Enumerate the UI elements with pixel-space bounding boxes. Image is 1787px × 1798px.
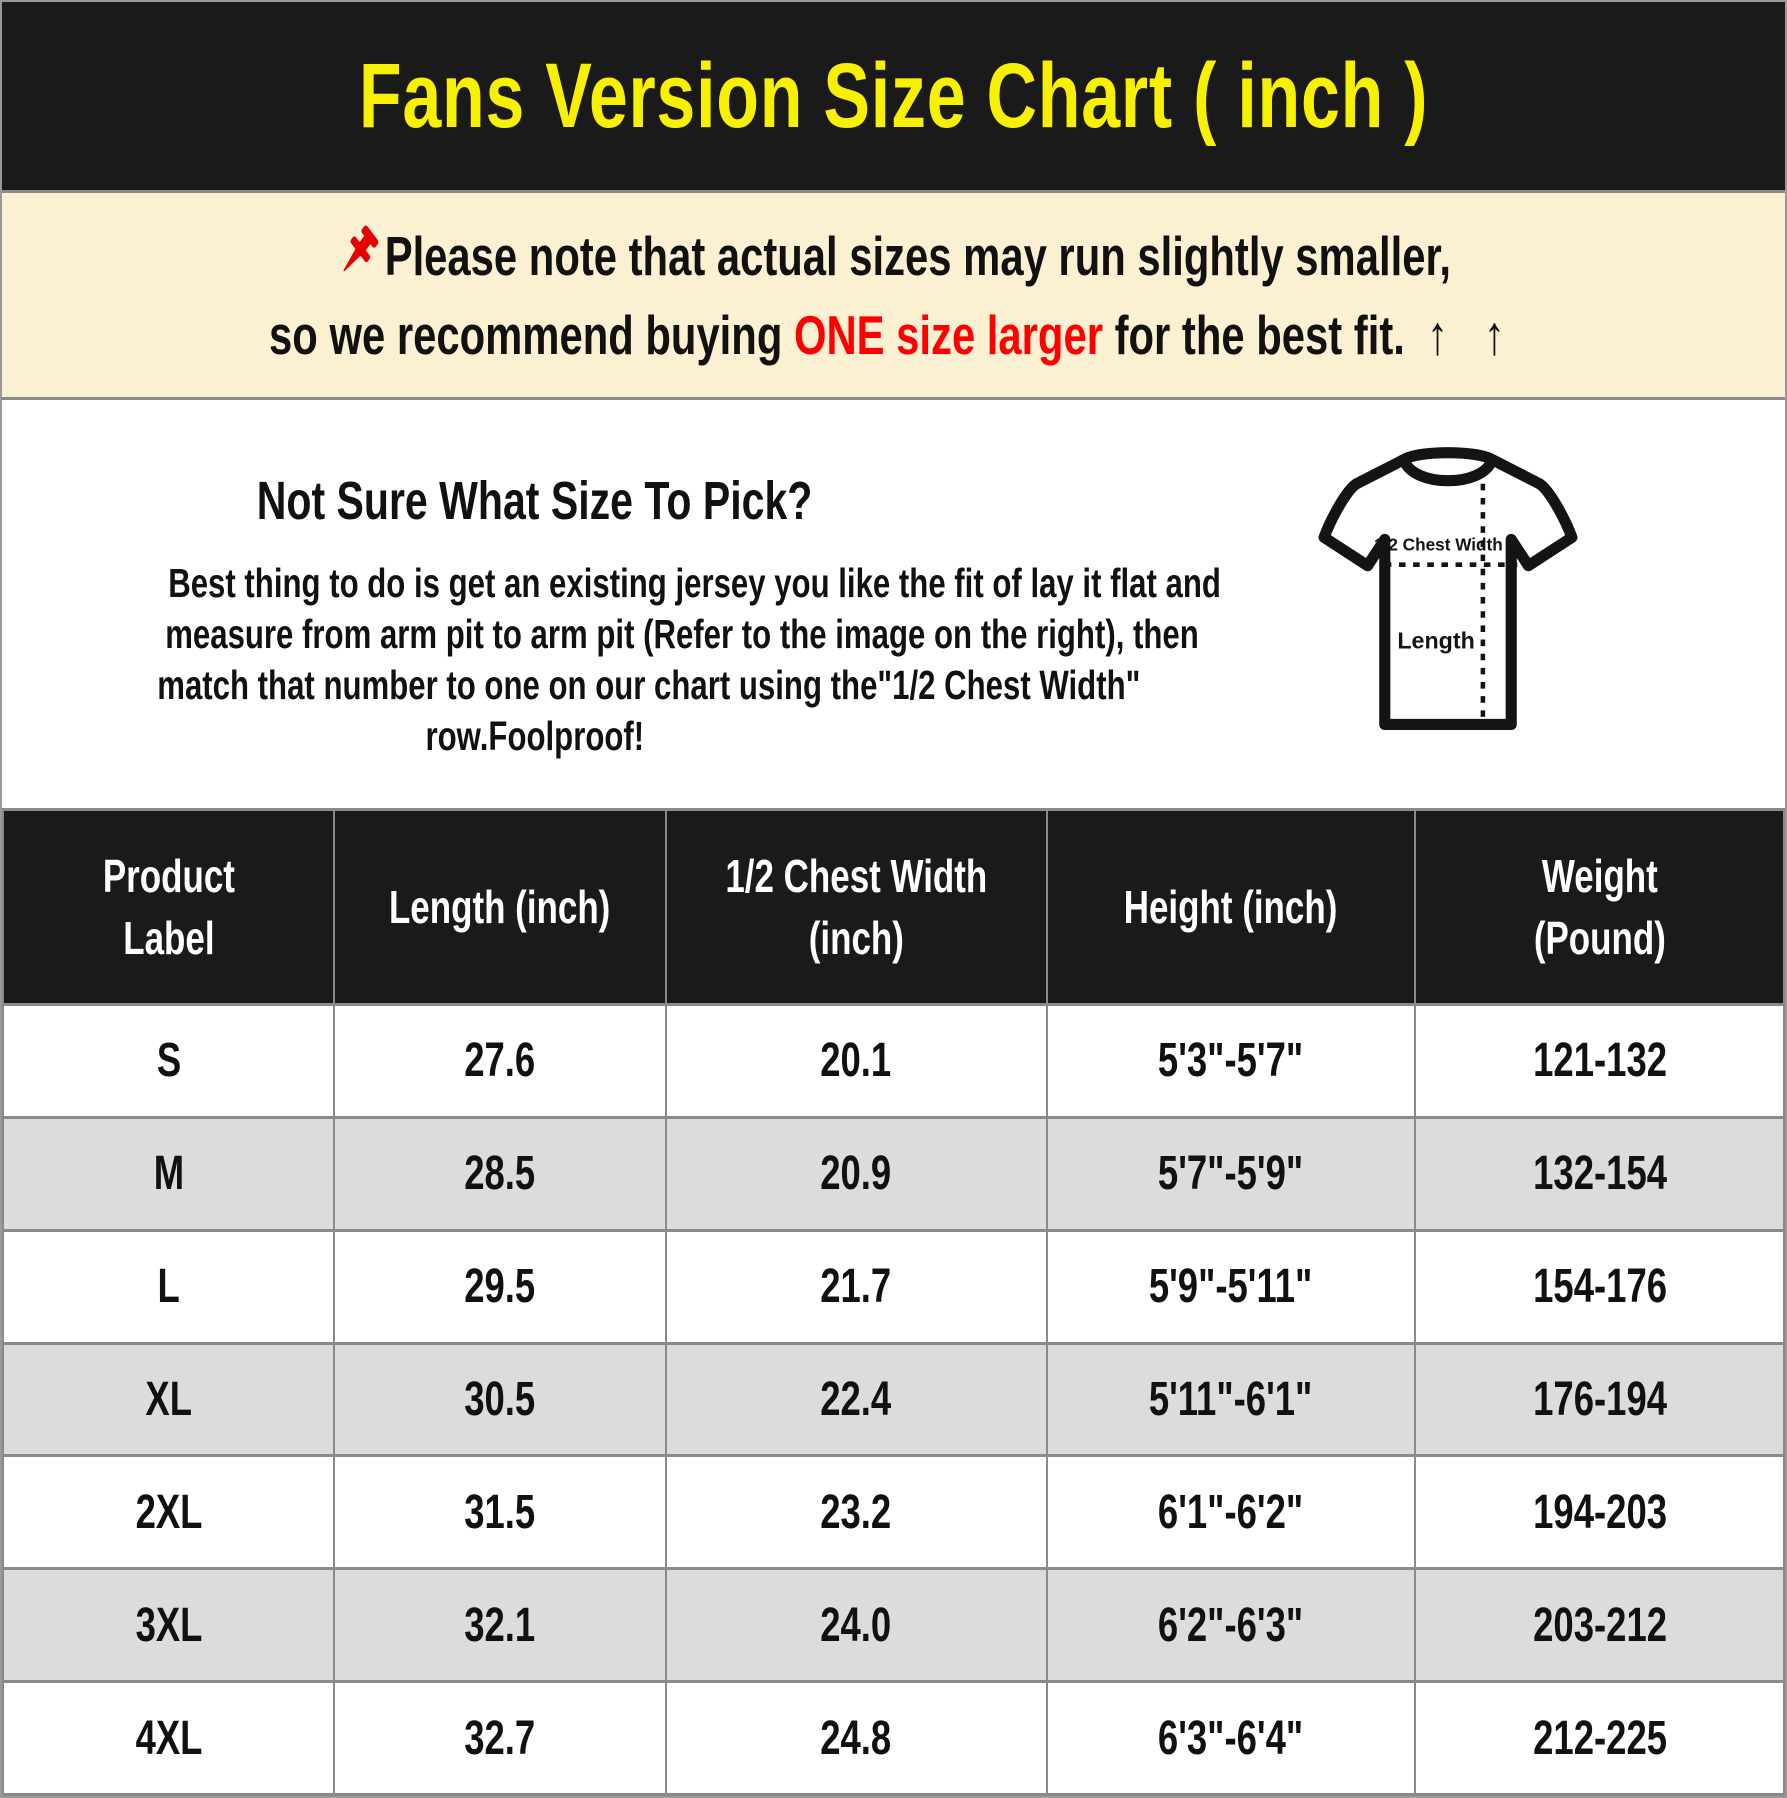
header-row: Product Label Length (inch) 1/2 Chest Wid…: [1, 808, 1785, 1006]
cell-height: 6'2"-6'3": [1045, 1567, 1417, 1684]
cell-weight: 176-194: [1414, 1341, 1785, 1458]
cell-height: 5'7"-5'9": [1045, 1115, 1417, 1232]
table-row-2xl: 2XL 31.5 23.2 6'1"-6'2" 194-203: [1, 1454, 1785, 1571]
note-line-2-content: so we recommend buying ONE size larger f…: [270, 304, 1518, 367]
cell-height: 5'3"-5'7": [1045, 1003, 1417, 1119]
up-arrow-icons: ↑ ↑: [1427, 303, 1518, 366]
cell-chest: 23.2: [664, 1454, 1048, 1571]
cell-label: 3XL: [1, 1567, 336, 1684]
cell-length: 31.5: [333, 1454, 667, 1571]
size-table-body: S 27.6 20.1 5'3"-5'7" 121-132 M 28.5 20.…: [1, 1003, 1785, 1796]
page-title-text: Fans Version Size Chart ( inch ): [358, 44, 1429, 147]
guide-body-text-3: match that number to one on our chart us…: [157, 662, 1141, 708]
cell-chest: 20.1: [664, 1003, 1048, 1119]
tshirt-outline: [1318, 447, 1578, 731]
header-weight: Weight (Pound): [1414, 808, 1785, 1006]
cell-length: 28.5: [333, 1115, 667, 1232]
cell-length: 30.5: [333, 1341, 667, 1458]
cell-label: S: [1, 1003, 336, 1119]
cell-chest: 21.7: [664, 1228, 1048, 1345]
guide-body-text-2: measure from arm pit to arm pit (Refer t…: [165, 611, 1199, 657]
cell-weight: 212-225: [1414, 1680, 1785, 1796]
guide-body-line: row.Foolproof!: [2, 711, 1067, 762]
guide-heading-text: Not Sure What Size To Pick?: [256, 471, 813, 531]
tshirt-measurement-diagram: 1/2 Chest Width Length: [1318, 447, 1578, 731]
table-row-s: S 27.6 20.1 5'3"-5'7" 121-132: [1, 1003, 1785, 1119]
length-label: Length: [1397, 628, 1474, 654]
cell-weight: 132-154: [1414, 1115, 1785, 1232]
table-row-m: M 28.5 20.9 5'7"-5'9" 132-154: [1, 1115, 1785, 1232]
guide-body-line: match that number to one on our chart us…: [2, 660, 1140, 711]
note-line-2: so we recommend buying ONE size larger f…: [2, 304, 1785, 367]
cell-height: 5'9"-5'11": [1045, 1228, 1417, 1345]
table-row-4xl: 4XL 32.7 24.8 6'3"-6'4" 212-225: [1, 1680, 1785, 1796]
note-text-2-prefix: so we recommend buying: [269, 303, 783, 366]
cell-label: L: [1, 1228, 336, 1345]
guide-body-line: measure from arm pit to arm pit (Refer t…: [2, 609, 1199, 660]
guide-body-text-1: Best thing to do is get an existing jers…: [168, 560, 1221, 606]
cell-length: 27.6: [333, 1003, 667, 1119]
table-row-3xl: 3XL 32.1 24.0 6'2"-6'3" 203-212: [1, 1567, 1785, 1684]
guide-body-text-4: row.Foolproof!: [425, 713, 644, 759]
cell-length: 32.1: [333, 1567, 667, 1684]
note-text-1: Please note that actual sizes may run sl…: [384, 224, 1451, 287]
cell-weight: 121-132: [1414, 1003, 1785, 1119]
cell-chest: 24.8: [664, 1680, 1048, 1796]
cell-chest: 22.4: [664, 1341, 1048, 1458]
note-highlight: ONE size larger: [794, 303, 1104, 366]
cell-weight: 154-176: [1414, 1228, 1785, 1345]
table-row-xl: XL 30.5 22.4 5'11"-6'1" 176-194: [1, 1341, 1785, 1458]
cell-label: 2XL: [1, 1454, 336, 1571]
guide-body-line: Best thing to do is get an existing jers…: [2, 558, 1221, 609]
cell-label: M: [1, 1115, 336, 1232]
size-table: Product Label Length (inch) 1/2 Chest Wid…: [1, 808, 1785, 1796]
guide-heading: Not Sure What Size To Pick?: [2, 470, 1067, 532]
guide-text-block: Not Sure What Size To Pick? Best thing t…: [2, 400, 1221, 762]
note-line-1: Please note that actual sizes may run sl…: [2, 223, 1785, 288]
cell-length: 32.7: [333, 1680, 667, 1796]
cell-label: 4XL: [1, 1680, 336, 1796]
cell-weight: 203-212: [1414, 1567, 1785, 1684]
chest-width-label: 1/2 Chest Width: [1374, 535, 1503, 555]
chart-title-bar: Fans Version Size Chart ( inch ): [2, 2, 1785, 193]
cell-weight: 194-203: [1414, 1454, 1785, 1571]
note-banner: Please note that actual sizes may run sl…: [2, 193, 1785, 400]
cell-length: 29.5: [333, 1228, 667, 1345]
cell-chest: 24.0: [664, 1567, 1048, 1684]
cell-chest: 20.9: [664, 1115, 1048, 1232]
tshirt-collar: [1398, 457, 1498, 487]
pushpin-icon: [343, 225, 379, 272]
cell-height: 5'11"-6'1": [1045, 1341, 1417, 1458]
table-row-l: L 29.5 21.7 5'9"-5'11" 154-176: [1, 1228, 1785, 1345]
cell-height: 6'3"-6'4": [1045, 1680, 1417, 1796]
header-chest-width: 1/2 Chest Width (inch): [664, 808, 1048, 1006]
size-table-header: Product Label Length (inch) 1/2 Chest Wid…: [1, 808, 1785, 1006]
cell-height: 6'1"-6'2": [1045, 1454, 1417, 1571]
measuring-guide-section: Not Sure What Size To Pick? Best thing t…: [2, 400, 1785, 808]
page-title: Fans Version Size Chart ( inch ): [190, 44, 1597, 149]
note-line-1-content: Please note that actual sizes may run sl…: [336, 223, 1451, 288]
note-text-2-suffix: for the best fit.: [1115, 303, 1406, 366]
header-length: Length (inch): [333, 808, 667, 1006]
header-product-label: Product Label: [1, 808, 336, 1006]
header-height: Height (inch): [1045, 808, 1417, 1006]
cell-label: XL: [1, 1341, 336, 1458]
